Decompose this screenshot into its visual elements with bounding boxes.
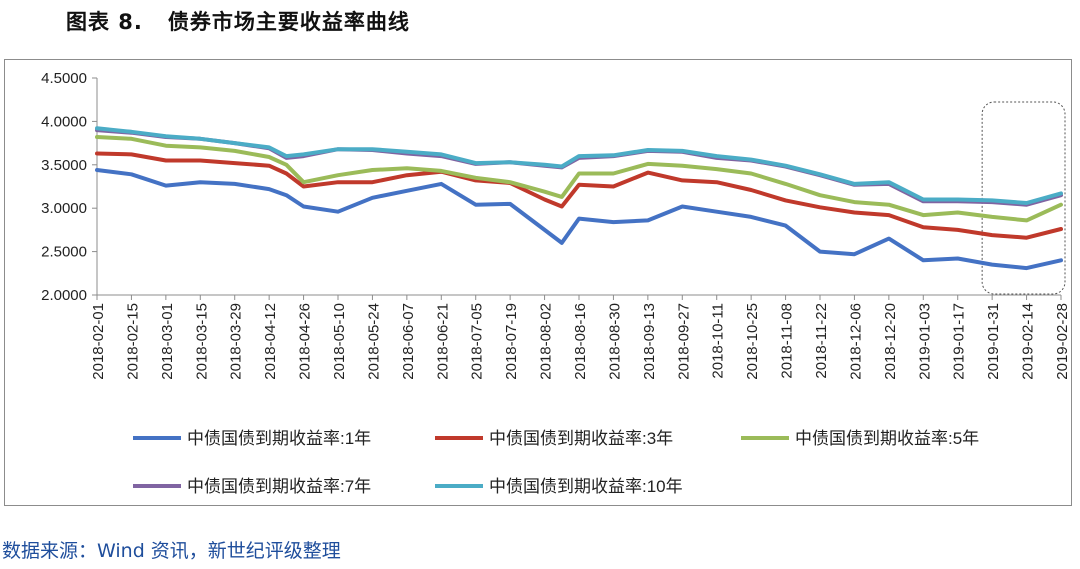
legend-label-4: 中债国债到期收益率:10年 bbox=[489, 477, 683, 496]
legend-label-1: 中债国债到期收益率:3年 bbox=[489, 429, 673, 448]
x-tick-label: 2019-02-14 bbox=[1020, 303, 1037, 380]
x-tick-label: 2018-05-24 bbox=[365, 303, 382, 380]
x-tick-label: 2018-08-16 bbox=[572, 303, 589, 380]
x-tick-label: 2018-09-27 bbox=[675, 303, 692, 380]
x-tick-label: 2018-10-25 bbox=[744, 303, 761, 380]
x-tick-label: 2018-06-21 bbox=[434, 303, 451, 380]
x-tick-label: 2019-01-31 bbox=[985, 303, 1002, 380]
y-tick-label: 3.5000 bbox=[41, 157, 87, 174]
x-tick-label: 2018-05-10 bbox=[331, 303, 348, 380]
legend-label-3: 中债国债到期收益率:7年 bbox=[187, 477, 371, 496]
legend-label-2: 中债国债到期收益率:5年 bbox=[795, 429, 979, 448]
x-tick-label: 2018-02-01 bbox=[90, 303, 107, 380]
y-tick-label: 4.5000 bbox=[41, 70, 87, 87]
series-line-2 bbox=[95, 135, 1063, 223]
x-tick-label: 2019-01-17 bbox=[951, 303, 968, 380]
y-tick-label: 2.5000 bbox=[41, 244, 87, 261]
x-tick-label: 2018-08-02 bbox=[538, 303, 555, 380]
y-tick-label: 2.0000 bbox=[41, 287, 87, 304]
x-tick-label: 2018-04-12 bbox=[262, 303, 279, 380]
x-tick-label: 2018-02-15 bbox=[124, 303, 141, 380]
x-tick-label: 2018-12-06 bbox=[847, 303, 864, 380]
x-tick-label: 2018-11-22 bbox=[813, 303, 830, 379]
series-line-1 bbox=[95, 151, 1063, 240]
series-layer bbox=[95, 126, 1063, 271]
x-tick-label: 2019-01-03 bbox=[916, 303, 933, 380]
legend-layer: 中债国债到期收益率:1年 中债国债到期收益率:3年 中债国债到期收益率:5年中债国债… bbox=[133, 429, 979, 496]
x-tick-label: 2018-04-26 bbox=[297, 303, 314, 380]
chart-frame: 2.0000 2.5000 3.0000 3.5000 4.0000 4.5000 2018… bbox=[4, 59, 1072, 506]
x-tick-label: 2018-09-13 bbox=[641, 303, 658, 380]
x-tick-label: 2018-07-05 bbox=[469, 303, 486, 380]
figure-title: 图表 8. 债券市场主要收益率曲线 bbox=[66, 10, 410, 34]
x-tick-label: 2018-08-30 bbox=[606, 303, 623, 380]
x-tick-label: 2018-06-07 bbox=[400, 303, 417, 380]
highlight-box bbox=[981, 101, 1066, 295]
x-tick-label: 2018-03-15 bbox=[193, 303, 210, 380]
legend-label-0: 中债国债到期收益率:1年 bbox=[187, 429, 371, 448]
source-note: 数据来源：Wind 资讯，新世纪评级整理 bbox=[2, 540, 341, 562]
x-tick-label: 2018-12-20 bbox=[882, 303, 899, 380]
y-tick-label: 3.0000 bbox=[41, 200, 87, 217]
x-tick-label: 2018-03-01 bbox=[159, 303, 176, 380]
x-tick-label: 2019-02-28 bbox=[1054, 303, 1071, 380]
series-line-0 bbox=[95, 168, 1063, 271]
x-tick-label: 2018-03-29 bbox=[228, 303, 245, 380]
x-tick-label: 2018-10-11 bbox=[710, 303, 727, 379]
series-line-3 bbox=[95, 128, 1063, 207]
series-line-4 bbox=[95, 126, 1063, 205]
x-tick-label: 2018-07-19 bbox=[503, 303, 520, 380]
axes-layer: 2.0000 2.5000 3.0000 3.5000 4.0000 4.5000 2018… bbox=[41, 70, 1071, 380]
x-tick-label: 2018-11-08 bbox=[779, 303, 796, 379]
yield-curve-chart: 2.0000 2.5000 3.0000 3.5000 4.0000 4.5000 2018… bbox=[41, 70, 1071, 496]
y-tick-label: 4.0000 bbox=[41, 113, 87, 130]
